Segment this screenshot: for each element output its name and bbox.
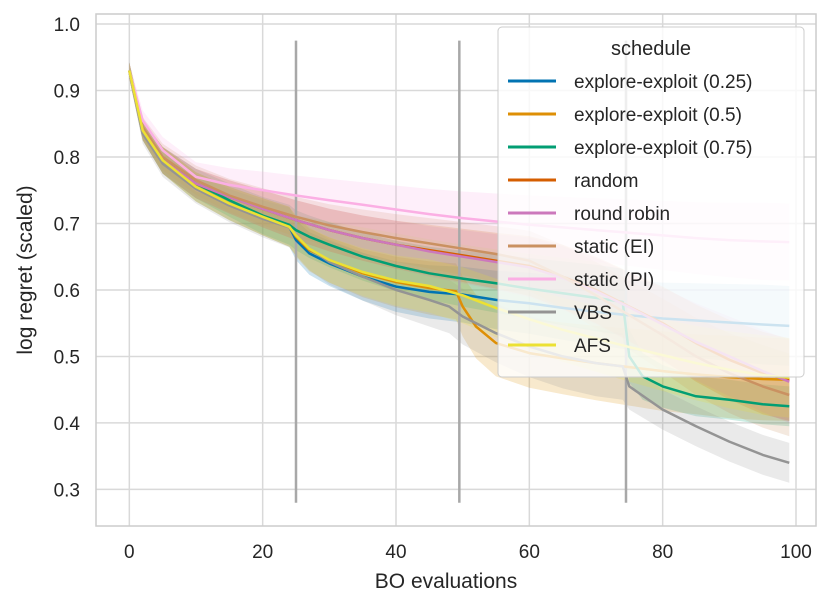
series-line bbox=[128, 70, 790, 464]
y-tick-label: 0.8 bbox=[54, 148, 80, 169]
x-tick-label: 0 bbox=[124, 542, 135, 563]
legend-label: explore-exploit (0.5) bbox=[574, 105, 742, 126]
y-tick-label: 0.9 bbox=[54, 81, 80, 102]
y-tick-label: 0.3 bbox=[54, 480, 80, 501]
legend-label: round robin bbox=[574, 204, 670, 225]
legend-items: explore-exploit (0.25) explore-exploit (0… bbox=[508, 72, 752, 357]
x-tick-label: 40 bbox=[385, 542, 406, 563]
x-tick-label: 80 bbox=[652, 542, 673, 563]
x-axis-label: BO evaluations bbox=[375, 570, 517, 593]
legend: schedule explore-exploit (0.25)explore-e… bbox=[497, 26, 805, 378]
legend-title: schedule bbox=[611, 38, 691, 60]
legend-box bbox=[497, 26, 805, 378]
series-line bbox=[128, 70, 790, 408]
x-tick-label: 60 bbox=[519, 542, 540, 563]
x-axis-ticks: 0 20 40 60 80 100 bbox=[124, 542, 812, 563]
legend-label: explore-exploit (0.75) bbox=[574, 138, 752, 159]
y-tick-label: 0.5 bbox=[54, 347, 80, 368]
legend-label: static (EI) bbox=[574, 237, 654, 258]
legend-label: static (PI) bbox=[574, 270, 654, 291]
y-axis-ticks: 0.3 0.4 0.5 0.6 0.7 0.8 0.9 1.0 bbox=[54, 15, 81, 501]
y-tick-label: 0.7 bbox=[54, 214, 80, 235]
confidence-band bbox=[129, 62, 790, 483]
x-tick-label: 100 bbox=[780, 542, 812, 563]
y-tick-label: 1.0 bbox=[54, 15, 80, 36]
x-tick-label: 20 bbox=[252, 542, 273, 563]
y-tick-label: 0.6 bbox=[54, 281, 80, 302]
legend-label: random bbox=[574, 171, 638, 192]
legend-label: explore-exploit (0.25) bbox=[574, 72, 752, 93]
legend-label: VBS bbox=[574, 303, 612, 324]
y-tick-label: 0.4 bbox=[54, 414, 81, 435]
plot-frame bbox=[95, 13, 817, 527]
y-axis-label: log regret (scaled) bbox=[14, 185, 37, 354]
legend-label: AFS bbox=[574, 336, 611, 357]
